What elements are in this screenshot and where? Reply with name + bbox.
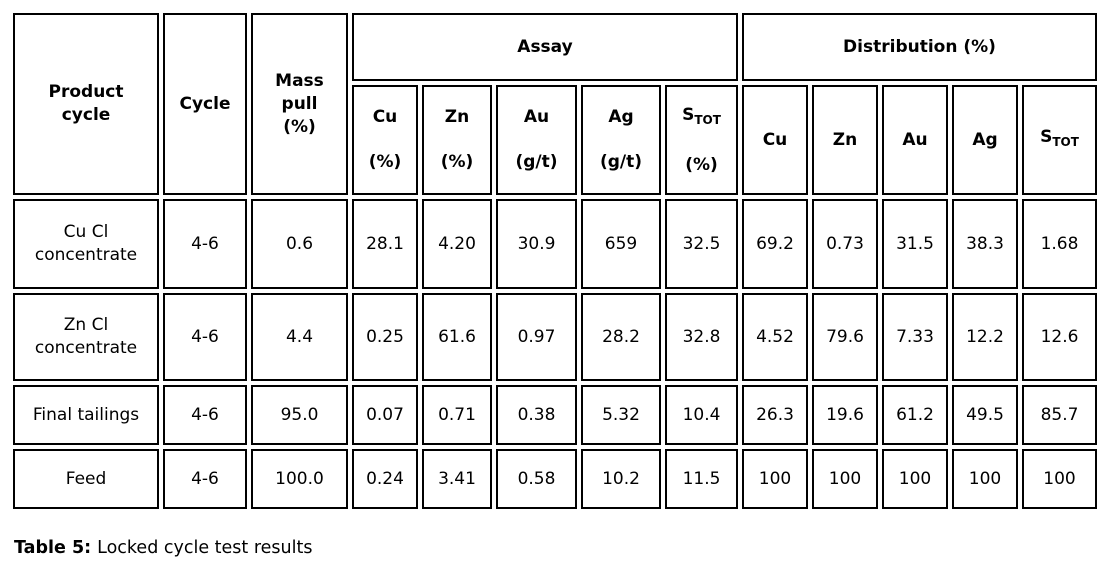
table-row: Cu Cl concentrate 4-6 0.6 28.1 4.20 30.9…: [13, 199, 1097, 289]
cell-dist-zn: 100: [812, 449, 878, 509]
cell-product: Zn Cl concentrate: [13, 293, 159, 381]
cell-product: Cu Cl concentrate: [13, 199, 159, 289]
assay-au-label: Au (g/t): [515, 107, 558, 172]
header-cycle: Cycle: [163, 13, 247, 195]
cell-dist-au: 31.5: [882, 199, 948, 289]
cell-assay-zn: 3.41: [422, 449, 492, 509]
cell-dist-stot: 1.68: [1022, 199, 1097, 289]
cell-cycle: 4-6: [163, 199, 247, 289]
cell-product: Final tailings: [13, 385, 159, 445]
table-body: Cu Cl concentrate 4-6 0.6 28.1 4.20 30.9…: [13, 199, 1097, 509]
table-row: Feed 4-6 100.0 0.24 3.41 0.58 10.2 11.5 …: [13, 449, 1097, 509]
cell-assay-au: 30.9: [496, 199, 577, 289]
cell-assay-zn: 61.6: [422, 293, 492, 381]
cell-dist-ag: 12.2: [952, 293, 1018, 381]
assay-cu-label: Cu (%): [368, 107, 402, 172]
locked-cycle-results-table: Product cycle Cycle Mass pull (%) Assay …: [9, 9, 1101, 513]
cell-assay-stot: 32.5: [665, 199, 738, 289]
cell-assay-cu: 0.07: [352, 385, 418, 445]
cell-cycle: 4-6: [163, 449, 247, 509]
header-assay-stot: STOT (%): [665, 85, 738, 195]
cell-assay-au: 0.38: [496, 385, 577, 445]
cell-dist-zn: 0.73: [812, 199, 878, 289]
cell-cycle: 4-6: [163, 293, 247, 381]
assay-zn-label: Zn (%): [440, 107, 474, 172]
cell-dist-ag: 100: [952, 449, 1018, 509]
header-dist-au: Au: [882, 85, 948, 195]
cell-dist-cu: 100: [742, 449, 808, 509]
cell-mass-pull: 95.0: [251, 385, 348, 445]
cell-mass-pull: 4.4: [251, 293, 348, 381]
cell-dist-zn: 19.6: [812, 385, 878, 445]
header-mass-pull: Mass pull (%): [251, 13, 348, 195]
header-dist-stot: STOT: [1022, 85, 1097, 195]
cell-mass-pull: 100.0: [251, 449, 348, 509]
cell-dist-au: 100: [882, 449, 948, 509]
cell-assay-cu: 28.1: [352, 199, 418, 289]
header-dist-zn: Zn: [812, 85, 878, 195]
cell-assay-cu: 0.24: [352, 449, 418, 509]
header-row-columns: Cu (%) Zn (%) Au (g/t): [13, 85, 1097, 195]
table-caption-number: Table 5:: [14, 538, 92, 558]
cell-dist-cu: 4.52: [742, 293, 808, 381]
header-group-distribution: Distribution (%): [742, 13, 1097, 81]
cell-dist-stot: 12.6: [1022, 293, 1097, 381]
header-row-groups: Product cycle Cycle Mass pull (%) Assay …: [13, 13, 1097, 195]
cell-product: Feed: [13, 449, 159, 509]
table-row: Zn Cl concentrate 4-6 4.4 0.25 61.6 0.97…: [13, 293, 1097, 381]
assay-ag-label: Ag (g/t): [599, 107, 643, 172]
table-caption: Table 5: Locked cycle test results: [14, 537, 1113, 559]
cell-assay-zn: 4.20: [422, 199, 492, 289]
dist-stot-label: STOT: [1040, 127, 1079, 149]
cell-assay-ag: 28.2: [581, 293, 661, 381]
cell-assay-stot: 11.5: [665, 449, 738, 509]
cell-assay-au: 0.97: [496, 293, 577, 381]
cell-dist-stot: 85.7: [1022, 385, 1097, 445]
cell-assay-stot: 32.8: [665, 293, 738, 381]
header-assay-au: Au (g/t): [496, 85, 577, 195]
header-dist-ag: Ag: [952, 85, 1018, 195]
table-header: Product cycle Cycle Mass pull (%) Assay …: [13, 13, 1097, 195]
cell-dist-au: 7.33: [882, 293, 948, 381]
cell-assay-stot: 10.4: [665, 385, 738, 445]
cell-dist-au: 61.2: [882, 385, 948, 445]
cell-cycle: 4-6: [163, 385, 247, 445]
cell-dist-zn: 79.6: [812, 293, 878, 381]
cell-assay-ag: 5.32: [581, 385, 661, 445]
header-group-assay: Assay: [352, 13, 738, 81]
cell-dist-stot: 100: [1022, 449, 1097, 509]
cell-dist-ag: 38.3: [952, 199, 1018, 289]
cell-assay-cu: 0.25: [352, 293, 418, 381]
cell-dist-ag: 49.5: [952, 385, 1018, 445]
cell-assay-zn: 0.71: [422, 385, 492, 445]
cell-dist-cu: 26.3: [742, 385, 808, 445]
header-assay-cu: Cu (%): [352, 85, 418, 195]
cell-mass-pull: 0.6: [251, 199, 348, 289]
cell-assay-ag: 659: [581, 199, 661, 289]
table-row: Final tailings 4-6 95.0 0.07 0.71 0.38 5…: [13, 385, 1097, 445]
cell-assay-ag: 10.2: [581, 449, 661, 509]
header-assay-ag: Ag (g/t): [581, 85, 661, 195]
cell-assay-au: 0.58: [496, 449, 577, 509]
header-dist-cu: Cu: [742, 85, 808, 195]
header-product-cycle: Product cycle: [13, 13, 159, 195]
header-assay-zn: Zn (%): [422, 85, 492, 195]
assay-stot-label: STOT (%): [682, 104, 721, 175]
cell-dist-cu: 69.2: [742, 199, 808, 289]
table-caption-text: Locked cycle test results: [97, 538, 313, 558]
